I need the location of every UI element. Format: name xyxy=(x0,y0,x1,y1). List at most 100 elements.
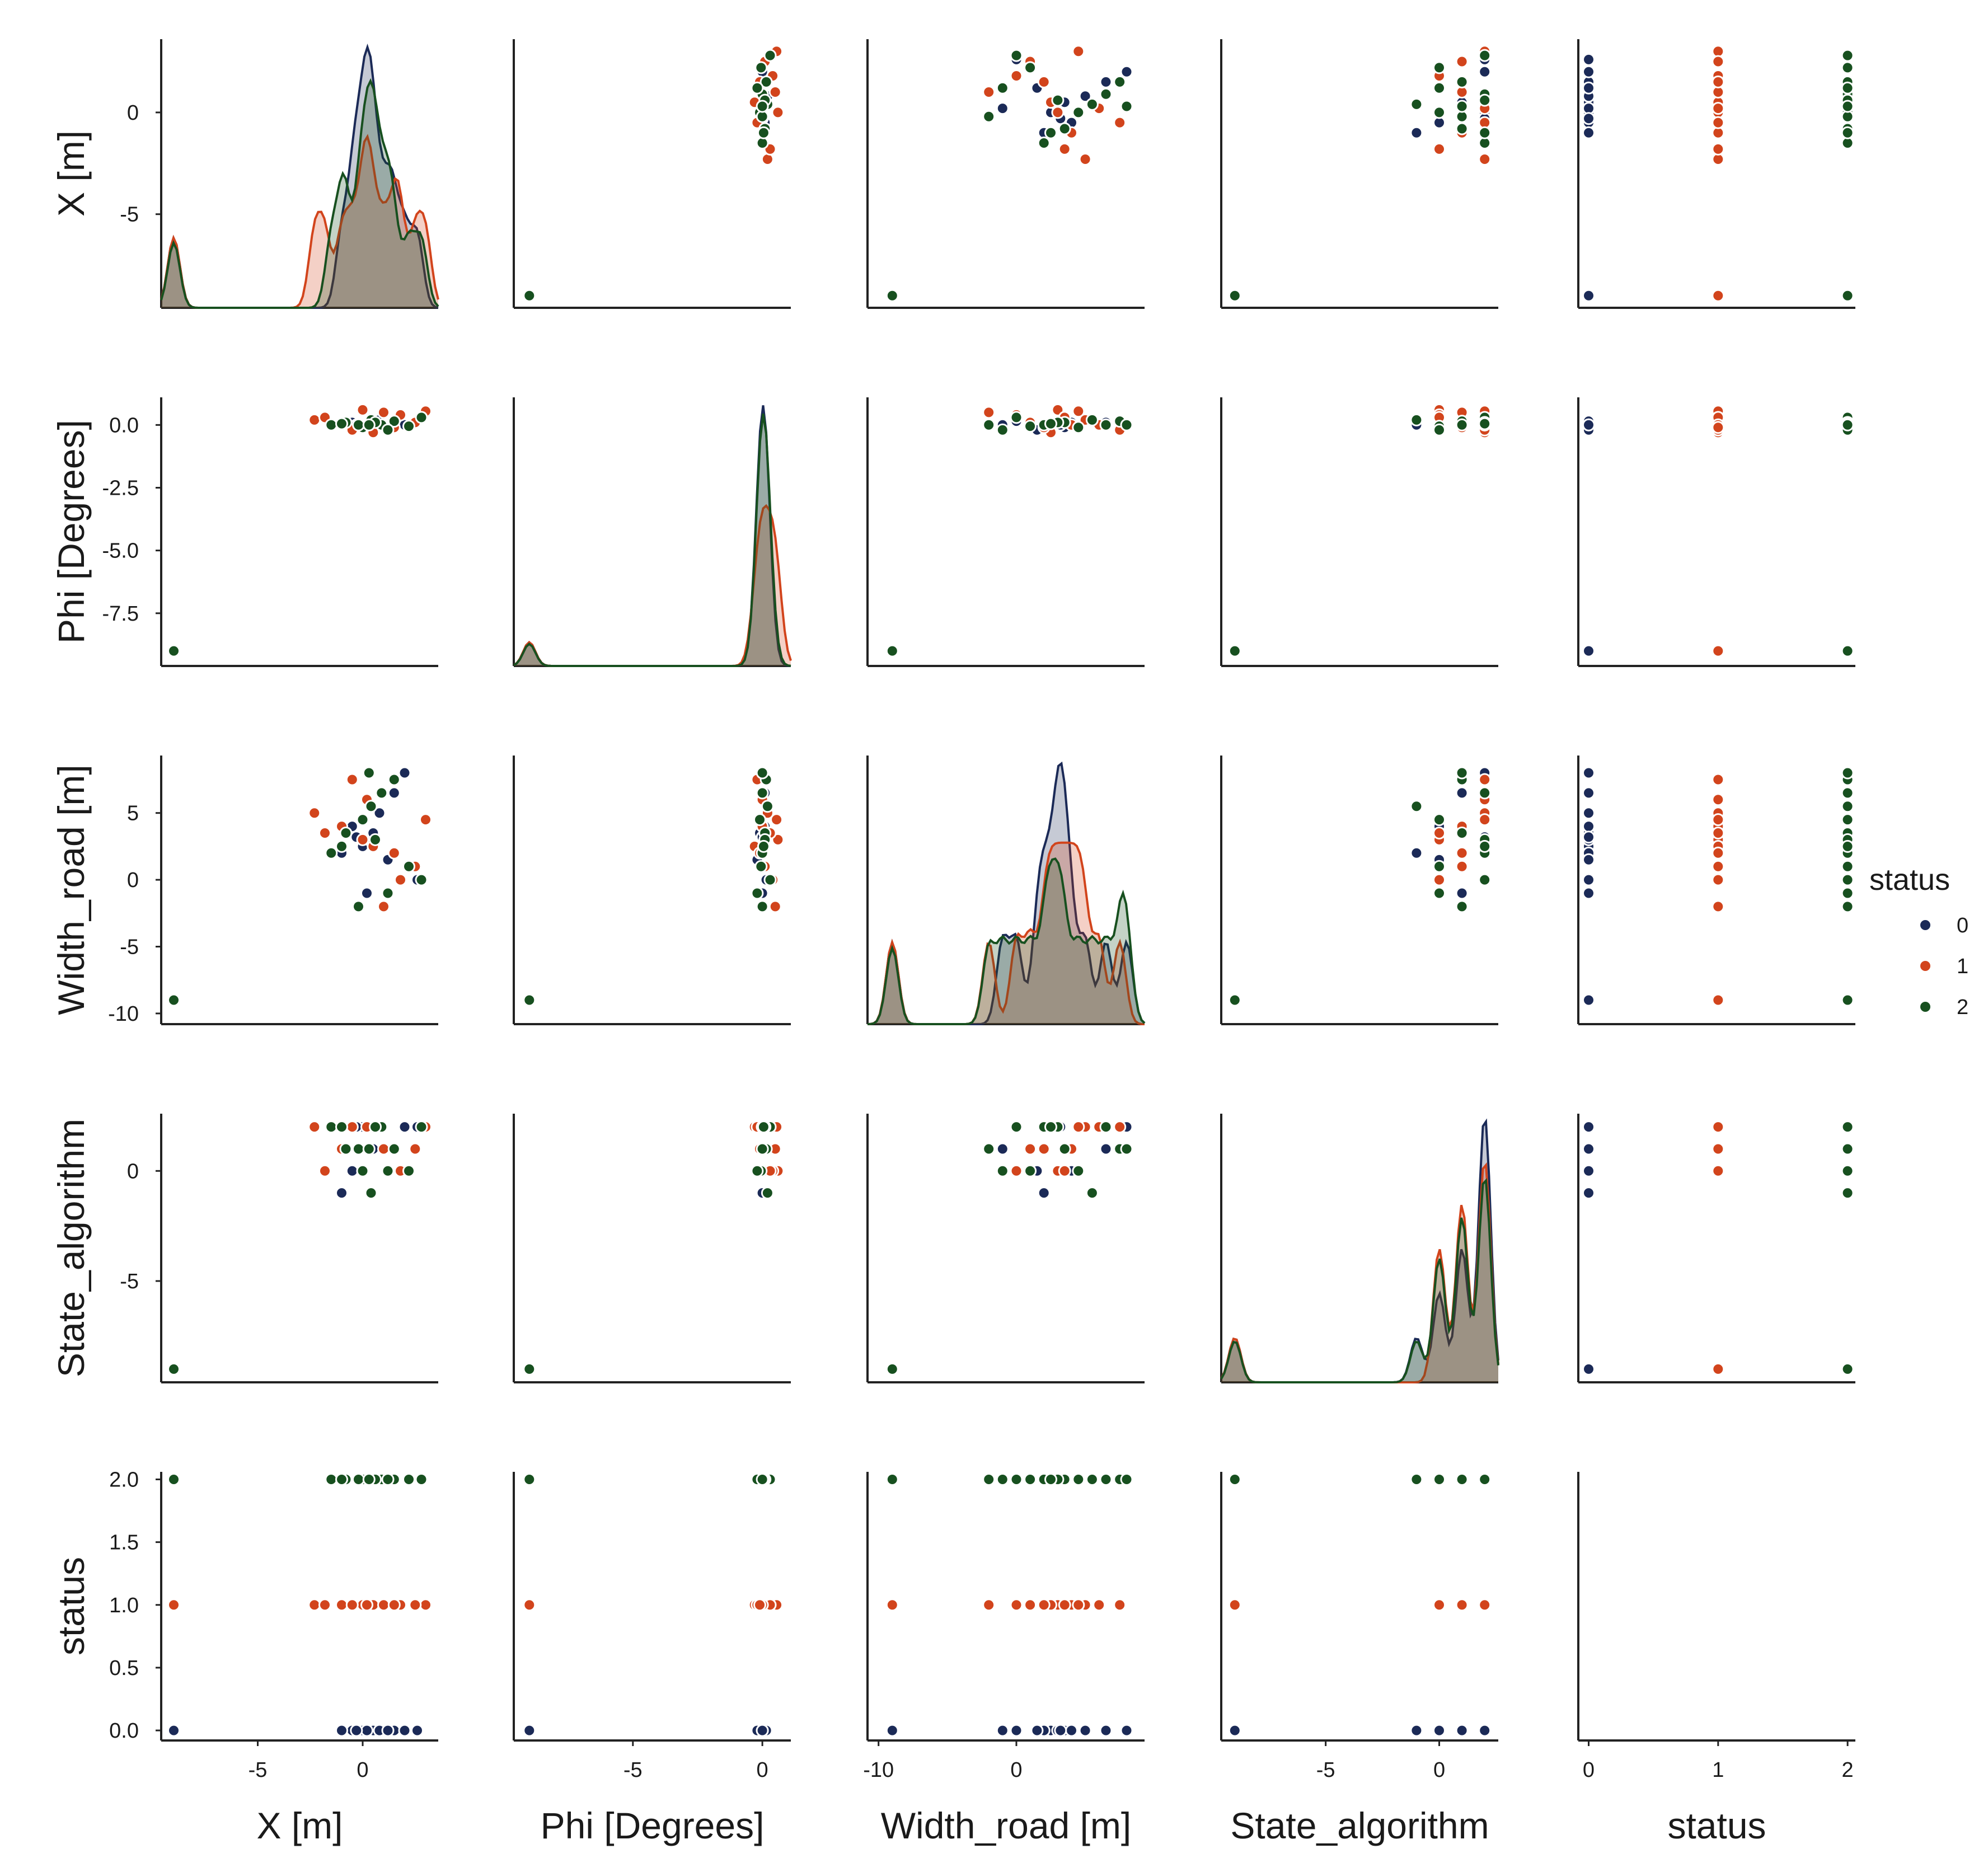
scatter-point-status-1 xyxy=(982,406,996,419)
scatter-point-status-2 xyxy=(1455,900,1469,913)
scatter-point-status-0 xyxy=(996,1142,1009,1156)
kde-line-2 xyxy=(160,78,439,309)
scatter-point-status-0 xyxy=(1582,853,1595,866)
y-tick-label: -5 xyxy=(120,203,139,227)
scatter-point-status-0 xyxy=(523,1724,536,1737)
scatter-point-status-1 xyxy=(1478,773,1492,786)
scatter-point-status-0 xyxy=(1099,1724,1113,1737)
y-tick-label: 1.0 xyxy=(109,1594,139,1617)
scatter-point-status-2 xyxy=(1455,75,1469,88)
scatter-point-status-2 xyxy=(1455,766,1469,780)
y-tick-label: 0.0 xyxy=(109,1719,139,1743)
scatter-point-status-2 xyxy=(1024,1473,1037,1486)
panel-status-vs-x-m xyxy=(160,1472,438,1742)
kde-fill-0 xyxy=(868,763,1145,1024)
scatter-point-status-1 xyxy=(768,900,782,913)
scatter-point-status-0 xyxy=(1582,126,1595,139)
panel-phi-degrees-vs-state-algorithm xyxy=(1220,397,1498,667)
scatter-point-status-2 xyxy=(1841,1120,1854,1134)
scatter-point-status-0 xyxy=(1582,993,1595,1007)
scatter-point-status-0 xyxy=(1582,806,1595,820)
scatter-point-status-2 xyxy=(364,800,378,813)
scatter-point-status-2 xyxy=(1455,418,1469,431)
scatter-point-status-2 xyxy=(1099,1120,1113,1134)
scatter-point-status-1 xyxy=(308,1598,321,1612)
scatter-point-status-2 xyxy=(402,1473,415,1486)
scatter-point-status-2 xyxy=(362,766,376,780)
x-tick-label: 0 xyxy=(357,1758,368,1782)
scatter-point-status-2 xyxy=(352,1142,365,1156)
kde-fill-2 xyxy=(161,81,438,308)
scatter-point-status-1 xyxy=(1433,827,1446,839)
scatter-point-status-2 xyxy=(1120,100,1133,113)
scatter-point-status-0 xyxy=(1582,65,1595,78)
panel-width-road-m-vs-state-algorithm xyxy=(1220,756,1498,1025)
y-tick-label: -5.0 xyxy=(102,539,139,563)
scatter-point-status-2 xyxy=(381,1473,395,1486)
scatter-point-status-2 xyxy=(885,289,899,302)
scatter-point-status-2 xyxy=(1010,49,1023,62)
scatter-point-status-2 xyxy=(1228,1473,1241,1486)
scatter-point-status-1 xyxy=(1478,1598,1492,1612)
scatter-point-status-0 xyxy=(1433,1724,1446,1737)
scatter-point-status-2 xyxy=(1841,813,1854,827)
scatter-point-status-0 xyxy=(996,102,1009,115)
scatter-point-status-1 xyxy=(1072,1598,1085,1612)
scatter-point-status-2 xyxy=(1058,1142,1071,1156)
legend-title: status xyxy=(1869,863,1950,897)
scatter-point-status-0 xyxy=(1582,112,1595,125)
scatter-point-status-2 xyxy=(1410,413,1423,426)
scatter-point-status-2 xyxy=(387,415,401,428)
scatter-point-status-1 xyxy=(1072,1120,1085,1134)
scatter-point-status-1 xyxy=(1228,1598,1241,1612)
scatter-point-status-1 xyxy=(771,106,785,119)
scatter-point-status-0 xyxy=(756,1724,769,1737)
legend-label-1: 1 xyxy=(1957,955,1968,978)
scatter-point-status-1 xyxy=(1712,1362,1725,1376)
scatter-point-status-1 xyxy=(1712,793,1725,806)
scatter-point-status-2 xyxy=(1228,289,1241,302)
scatter-point-status-2 xyxy=(1841,786,1854,800)
scatter-point-status-2 xyxy=(1841,800,1854,813)
scatter-point-status-2 xyxy=(1044,1473,1057,1486)
scatter-point-status-0 xyxy=(1582,1186,1595,1200)
x-axis-title: Width_road [m] xyxy=(881,1805,1132,1846)
scatter-point-status-2 xyxy=(415,873,428,886)
scatter-point-status-2 xyxy=(1072,421,1085,434)
scatter-point-status-0 xyxy=(1054,1724,1067,1737)
scatter-point-status-1 xyxy=(1433,1598,1446,1612)
scatter-point-status-2 xyxy=(167,993,180,1007)
scatter-point-status-1 xyxy=(1455,860,1469,873)
scatter-point-status-2 xyxy=(996,81,1009,95)
scatter-point-status-1 xyxy=(1113,1598,1127,1612)
scatter-point-status-2 xyxy=(415,411,428,424)
y-tick-label: 5 xyxy=(127,802,139,825)
scatter-point-status-2 xyxy=(1433,860,1446,873)
scatter-point-status-2 xyxy=(1228,993,1241,1007)
scatter-point-status-0 xyxy=(1582,1164,1595,1177)
scatter-point-status-2 xyxy=(982,110,996,123)
scatter-point-status-2 xyxy=(1841,1362,1854,1376)
y-axis-title: X [m] xyxy=(50,130,92,217)
scatter-point-status-0 xyxy=(1582,886,1595,900)
panel-phi-degrees-vs-phi-degrees xyxy=(513,397,792,667)
scatter-point-status-2 xyxy=(1044,126,1057,139)
scatter-point-status-0 xyxy=(1410,1724,1423,1737)
scatter-point-status-2 xyxy=(1433,81,1446,95)
scatter-point-status-0 xyxy=(1582,820,1595,833)
scatter-point-status-2 xyxy=(1478,126,1492,139)
scatter-point-status-0 xyxy=(1582,1142,1595,1156)
scatter-point-status-2 xyxy=(167,1362,180,1376)
scatter-point-status-1 xyxy=(1455,55,1469,68)
scatter-point-status-2 xyxy=(356,813,369,827)
scatter-point-status-2 xyxy=(751,81,764,95)
scatter-point-status-0 xyxy=(885,1724,899,1737)
scatter-point-status-2 xyxy=(1120,1473,1133,1486)
y-axis-title: Width_road [m] xyxy=(50,764,92,1015)
scatter-point-status-2 xyxy=(1841,1164,1854,1177)
scatter-point-status-1 xyxy=(1024,1598,1037,1612)
scatter-point-status-2 xyxy=(325,1473,338,1486)
scatter-point-status-0 xyxy=(1065,1724,1078,1737)
x-tick-label: -10 xyxy=(863,1758,894,1782)
panel-width-road-m-vs-width-road-m xyxy=(866,756,1146,1025)
